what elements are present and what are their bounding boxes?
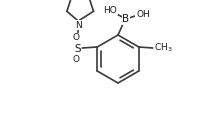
Text: CH$_3$: CH$_3$ — [154, 42, 172, 54]
Text: OH: OH — [135, 10, 149, 19]
Text: N: N — [74, 20, 81, 29]
Text: O: O — [72, 55, 79, 65]
Text: O: O — [72, 34, 79, 43]
Text: HO: HO — [103, 5, 116, 14]
Text: B: B — [122, 14, 129, 24]
Text: S: S — [74, 44, 80, 54]
